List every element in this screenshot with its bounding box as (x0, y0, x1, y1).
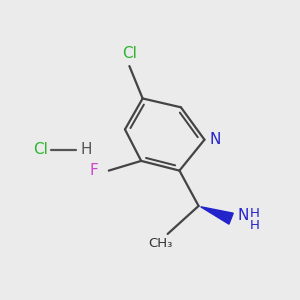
Text: H: H (250, 207, 260, 220)
Text: F: F (89, 163, 98, 178)
Text: Cl: Cl (34, 142, 48, 158)
Text: Cl: Cl (122, 46, 137, 61)
Text: H: H (81, 142, 92, 158)
Text: N: N (210, 132, 221, 147)
Polygon shape (201, 207, 233, 224)
Text: H: H (250, 219, 260, 232)
Text: CH₃: CH₃ (148, 237, 172, 250)
Text: N: N (237, 208, 248, 223)
